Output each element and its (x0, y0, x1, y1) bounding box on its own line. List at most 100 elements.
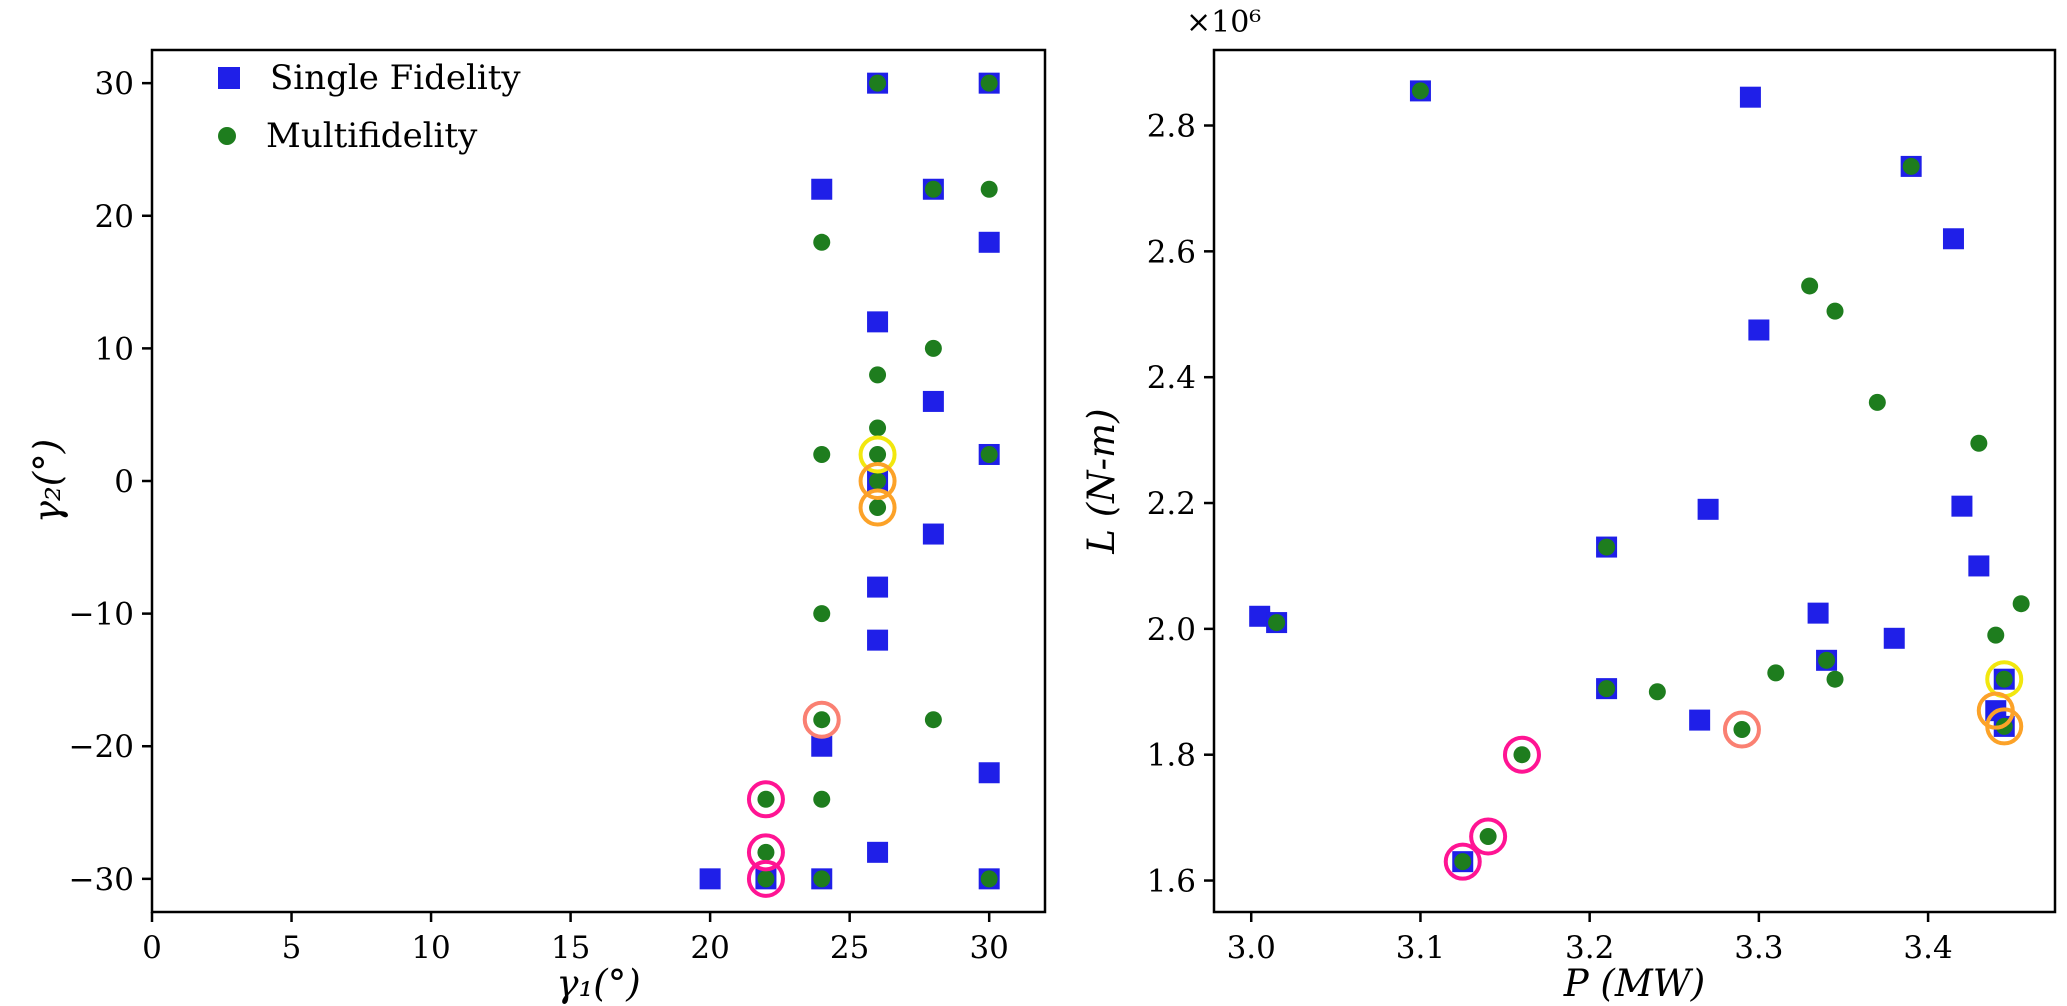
multifidelity-point (1411, 82, 1429, 100)
multifidelity-point (813, 790, 831, 808)
y-tick-label: 2.4 (1147, 360, 1196, 396)
single-fidelity-point (867, 311, 889, 333)
highlight-salmon-ring (802, 700, 841, 739)
single-fidelity-point (867, 629, 889, 651)
highlight-magenta-ring (746, 833, 785, 872)
single-fidelity-point (1942, 228, 1964, 250)
highlight-salmon-ring (1722, 710, 1761, 749)
x-tick-label: 15 (551, 930, 590, 966)
single-fidelity-point (1689, 709, 1711, 731)
legend: Single Fidelity Multifidelity (218, 56, 521, 158)
multifidelity-point (1826, 670, 1844, 688)
x-tick-label: 5 (282, 930, 302, 966)
x-tick-label: 20 (690, 930, 729, 966)
y-tick-label: 1.6 (1147, 864, 1196, 900)
multifidelity-point (1733, 721, 1751, 739)
x-tick-label: 30 (969, 930, 1008, 966)
x-tick-label: 0 (142, 930, 162, 966)
single-fidelity-point (922, 523, 944, 545)
single-fidelity-point (1807, 602, 1829, 624)
legend-label-multifidelity: Multifidelity (266, 116, 478, 156)
single-fidelity-point (867, 841, 889, 863)
y-tick-label: 2.8 (1147, 109, 1196, 145)
y-axis-label: L (N-m) (1080, 408, 1123, 554)
multifidelity-point (924, 339, 942, 357)
multifidelity-point (813, 233, 831, 251)
single-fidelity-point (867, 576, 889, 598)
multifidelity-point (1987, 626, 2005, 644)
single-fidelity-point (699, 868, 721, 890)
y-tick-label: −10 (69, 597, 134, 633)
y-tick-label: 2.6 (1147, 234, 1196, 270)
multifidelity-point (1598, 680, 1616, 698)
axes-frame (1212, 48, 2057, 914)
highlight-magenta-ring (746, 780, 785, 819)
axes-frame (150, 48, 1047, 914)
y-tick-label: 1.8 (1147, 738, 1196, 774)
multifidelity-point (1767, 664, 1785, 682)
y-tick-label: 30 (95, 66, 134, 102)
multifidelity-point (813, 870, 831, 888)
single-fidelity-point (1968, 555, 1990, 577)
x-tick-label: 3.3 (1734, 930, 1783, 966)
multifidelity-point (813, 445, 831, 463)
y-tick-label: 2.2 (1147, 486, 1196, 522)
multifidelity-point (813, 711, 831, 729)
multifidelity-point (1970, 434, 1988, 452)
multifidelity-point (757, 843, 775, 861)
highlight-orange-ring (858, 462, 897, 500)
multifidelity-point (2012, 595, 2030, 613)
legend-item-multifidelity: Multifidelity (218, 114, 521, 158)
multifidelity-point (1818, 651, 1836, 669)
highlight-magenta-ring (1502, 735, 1541, 774)
y-tick-label: −20 (69, 729, 134, 765)
multifidelity-point (1648, 683, 1666, 701)
single-fidelity-point (1697, 498, 1719, 520)
power-vs-load-scatter-plot: 3.0 3.1 3.2 3.3 3.4 1.6 1.8 2.0 2.2 2.4 2.6 2.8 P (M… (1080, 5, 2057, 1005)
multifidelity-point (813, 605, 831, 623)
multifidelity-point (980, 445, 998, 463)
multifidelity-point (1826, 302, 1844, 320)
single-fidelity-point (811, 735, 833, 757)
multifidelity-point (1513, 746, 1531, 764)
multifidelity-point (1801, 277, 1819, 295)
single-fidelity-point (1739, 86, 1761, 108)
highlight-magenta-ring (1443, 842, 1482, 881)
x-axis-label: γ₁(°) (556, 962, 640, 1005)
x-tick-label: 3.4 (1903, 930, 1952, 966)
multifidelity-point (869, 419, 887, 437)
multifidelity-point (980, 870, 998, 888)
x-tick-label: 25 (830, 930, 869, 966)
highlight-magenta-ring (746, 859, 785, 898)
single-fidelity-square-marker (218, 67, 240, 89)
single-fidelity-point (922, 390, 944, 412)
multifidelity-point (1995, 670, 2013, 688)
multifidelity-point (980, 180, 998, 198)
multifidelity-point (1479, 827, 1497, 845)
legend-label-single-fidelity: Single Fidelity (270, 58, 521, 98)
y-axis-label: γ₂(°) (26, 439, 69, 523)
y-tick-label: 20 (95, 199, 134, 235)
multifidelity-point (757, 790, 775, 808)
multifidelity-point (1598, 538, 1616, 556)
y-tick-label: −30 (69, 862, 134, 898)
multifidelity-point (757, 870, 775, 888)
multifidelity-point (869, 472, 887, 490)
x-tick-label: 3.0 (1227, 930, 1276, 966)
highlight-orange-ring (858, 488, 897, 527)
y-axis-offset-label: ×10⁶ (1186, 5, 1261, 40)
x-tick-label: 10 (411, 930, 450, 966)
multifidelity-point (869, 499, 887, 517)
single-fidelity-point (811, 178, 833, 200)
x-tick-label: 3.2 (1565, 930, 1614, 966)
x-tick-label: 3.1 (1396, 930, 1445, 966)
multifidelity-point (1268, 614, 1286, 632)
legend-item-single-fidelity: Single Fidelity (218, 56, 521, 100)
highlight-yellow-ring (858, 435, 897, 474)
single-fidelity-point (1951, 495, 1973, 517)
multifidelity-point (869, 366, 887, 384)
highlight-orange-ring (1985, 707, 2024, 746)
multifidelity-point (924, 711, 942, 729)
